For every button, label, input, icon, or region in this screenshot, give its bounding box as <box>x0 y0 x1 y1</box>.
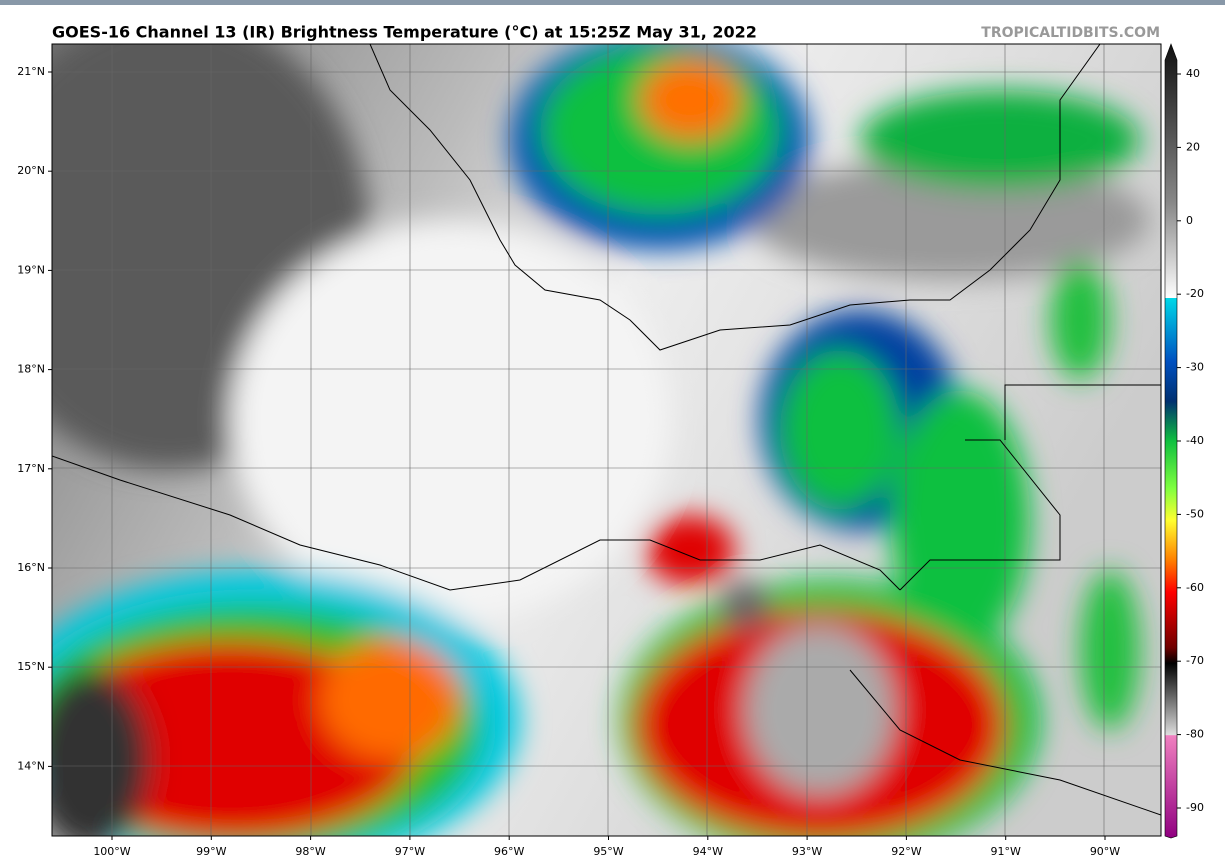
lon-label: 100°W <box>93 845 130 858</box>
lon-label: 98°W <box>295 845 325 858</box>
colorbar-tick-label: 40 <box>1186 67 1200 80</box>
coastline <box>52 44 1161 816</box>
lat-label: 18°N <box>17 363 45 376</box>
lon-label: 95°W <box>593 845 623 858</box>
top-strip <box>0 0 1225 5</box>
graticule <box>52 44 1161 836</box>
lat-label: 17°N <box>17 462 45 475</box>
colorbar-tick-label: -30 <box>1186 361 1204 374</box>
lon-label: 94°W <box>693 845 723 858</box>
colorbar-tick-label: -90 <box>1186 801 1204 814</box>
lon-label: 99°W <box>196 845 226 858</box>
colorbar <box>1164 43 1178 839</box>
lon-label: 91°W <box>991 845 1021 858</box>
lat-label: 19°N <box>17 263 45 276</box>
satellite-image <box>52 44 1161 836</box>
lat-label: 16°N <box>17 561 45 574</box>
colorbar-tick-label: -70 <box>1186 654 1204 667</box>
lat-label: 21°N <box>17 65 45 78</box>
lon-label: 90°W <box>1090 845 1120 858</box>
lat-label: 15°N <box>17 660 45 673</box>
lon-label: 96°W <box>494 845 524 858</box>
colorbar-tick-label: 0 <box>1186 214 1193 227</box>
colorbar-tick-label: 20 <box>1186 140 1200 153</box>
map-frame <box>51 43 1162 837</box>
colorbar-tick-label: -20 <box>1186 287 1204 300</box>
colorbar-tick-label: -60 <box>1186 581 1204 594</box>
colorbar-tick-label: -50 <box>1186 507 1204 520</box>
colorbar-tick-label: -80 <box>1186 728 1204 741</box>
lat-label: 20°N <box>17 164 45 177</box>
colorbar-tick-label: -40 <box>1186 434 1204 447</box>
lat-label: 14°N <box>17 759 45 772</box>
lon-label: 97°W <box>395 845 425 858</box>
credit: TROPICALTIDBITS.COM <box>981 25 1160 41</box>
title: GOES-16 Channel 13 (IR) Brightness Tempe… <box>52 23 757 42</box>
lon-label: 93°W <box>792 845 822 858</box>
lon-label: 92°W <box>891 845 921 858</box>
